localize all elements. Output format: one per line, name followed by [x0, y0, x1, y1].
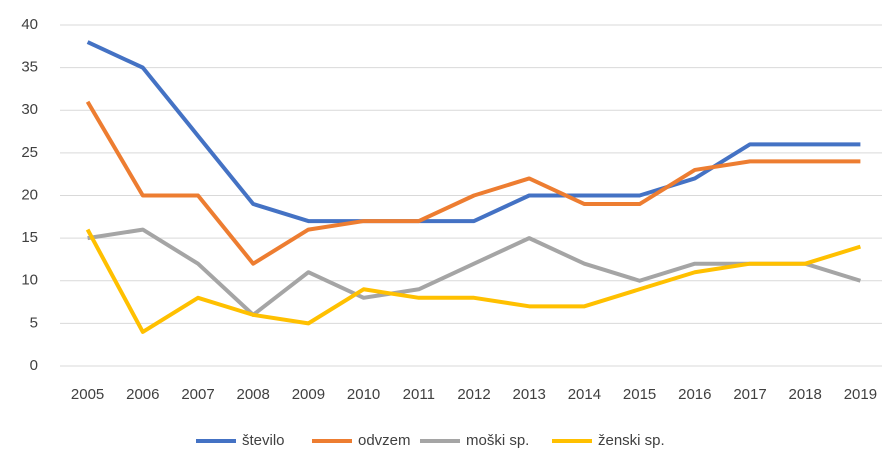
series-line: [86, 40, 861, 224]
legend-label: moški sp.: [466, 432, 529, 449]
x-tick-label: 2019: [844, 386, 877, 403]
legend-label: število: [242, 432, 285, 449]
x-tick-label: 2011: [403, 386, 435, 403]
y-tick-label: 25: [21, 144, 38, 161]
x-tick-label: 2012: [457, 386, 490, 403]
x-tick-label: 2013: [513, 386, 546, 403]
x-tick-label: 2015: [623, 386, 656, 403]
x-tick-label: 2018: [789, 386, 822, 403]
x-tick-label: 2009: [292, 386, 325, 403]
x-tick-label: 2007: [181, 386, 214, 403]
y-tick-label: 5: [30, 314, 38, 331]
x-tick-label: 2006: [126, 386, 159, 403]
legend-label: ženski sp.: [598, 432, 665, 449]
y-tick-label: 40: [21, 16, 38, 33]
y-tick-label: 10: [21, 272, 38, 289]
x-tick-label: 2017: [733, 386, 766, 403]
y-tick-label: 15: [21, 229, 38, 246]
series-line: [87, 227, 861, 317]
x-tick-label: 2016: [678, 386, 711, 403]
y-tick-label: 30: [21, 101, 38, 118]
x-tick-label: 2008: [237, 386, 270, 403]
x-tick-label: 2010: [347, 386, 380, 403]
y-tick-label: 0: [30, 357, 38, 374]
x-tick-label: 2005: [71, 386, 104, 403]
series-line: [85, 228, 861, 334]
legend-label: odvzem: [358, 432, 411, 449]
x-tick-label: 2014: [568, 386, 601, 403]
y-tick-label: 20: [21, 186, 38, 203]
series-line: [85, 100, 861, 266]
y-tick-label: 35: [21, 59, 38, 76]
